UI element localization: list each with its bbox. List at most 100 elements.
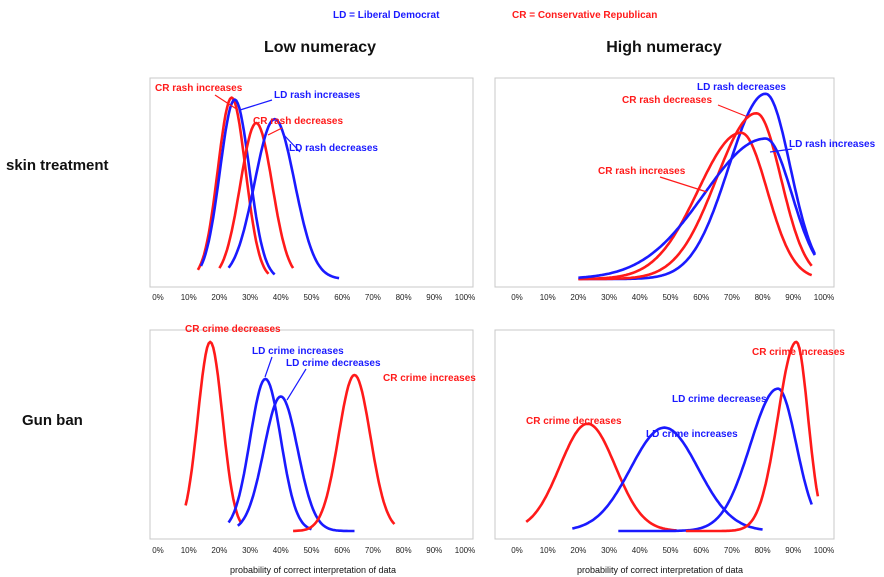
annotation-leader — [264, 356, 273, 378]
x-tick-label: 40% — [273, 546, 289, 555]
x-tick-label: 60% — [334, 293, 350, 302]
series-line — [685, 340, 820, 533]
x-tick-label: 70% — [724, 293, 740, 302]
series-line — [199, 98, 276, 276]
series-annotation: CR crime increases — [752, 347, 845, 358]
series-annotation: LD rash decreases — [697, 82, 786, 93]
x-tick-label: 20% — [570, 293, 586, 302]
x-axis-label-right: probability of correct interpretation of… — [577, 565, 743, 575]
x-tick-label: 0% — [152, 293, 164, 302]
x-tick-label: 30% — [601, 546, 617, 555]
annotation-leader — [282, 133, 301, 153]
series-line — [572, 426, 763, 531]
annotation-leader — [769, 148, 793, 153]
series-annotation: LD rash increases — [274, 90, 361, 101]
series-line — [618, 387, 813, 533]
x-tick-label: 30% — [242, 293, 258, 302]
chart-panel: 0% 10% 20% 30% 40% 50% 60% 70% 80% 90% 100% LD rash… — [494, 77, 876, 302]
x-tick-label: 20% — [570, 546, 586, 555]
series-annotation: CR crime decreases — [185, 324, 281, 335]
x-tick-label: 80% — [755, 293, 771, 302]
x-tick-label: 30% — [242, 546, 258, 555]
series-annotation: CR rash decreases — [622, 95, 712, 106]
row-label-skin-treatment: skin treatment — [6, 157, 109, 174]
x-tick-label: 90% — [426, 293, 442, 302]
series-line — [578, 131, 813, 281]
x-tick-label: 80% — [396, 293, 412, 302]
series-line — [578, 92, 816, 281]
series-annotation: LD crime decreases — [286, 358, 381, 369]
x-tick-label: 80% — [396, 546, 412, 555]
x-tick-label: 80% — [755, 546, 771, 555]
series-line — [293, 373, 396, 533]
series-annotation: CR rash increases — [155, 83, 243, 94]
legend-cr: CR = Conservative Republican — [512, 10, 657, 21]
series-line — [184, 340, 243, 524]
panel-frame — [494, 77, 835, 288]
x-tick-label: 60% — [693, 546, 709, 555]
x-tick-label: 70% — [724, 546, 740, 555]
chart-panels: 0% 10% 20% 30% 40% 50% 60% 70% 80% 90% 100% CR rash… — [149, 77, 876, 555]
x-tick-label: 90% — [426, 546, 442, 555]
column-title-high-numeracy: High numeracy — [606, 39, 722, 56]
x-tick-label: 90% — [785, 546, 801, 555]
x-tick-label: 20% — [211, 293, 227, 302]
series-line — [236, 395, 355, 533]
x-axis-label-left: probability of correct interpretation of… — [230, 565, 396, 575]
x-tick-label: 100% — [455, 546, 475, 555]
x-tick-label: 10% — [540, 293, 556, 302]
panel-frame — [149, 77, 474, 288]
series-annotation: CR crime decreases — [526, 416, 622, 427]
x-tick-label: 50% — [662, 546, 678, 555]
series-line — [578, 112, 813, 281]
x-tick-label: 50% — [662, 293, 678, 302]
annotation-leader — [717, 104, 749, 118]
x-tick-label: 70% — [365, 546, 381, 555]
x-tick-label: 10% — [540, 546, 556, 555]
series-annotation: LD rash decreases — [289, 143, 378, 154]
x-tick-label: 60% — [693, 293, 709, 302]
annotation-leader — [267, 127, 283, 136]
panel-frame — [494, 329, 835, 540]
x-tick-label: 100% — [814, 546, 834, 555]
series-line — [227, 377, 312, 531]
column-title-low-numeracy: Low numeracy — [264, 39, 376, 56]
annotation-leader — [286, 368, 307, 401]
x-tick-label: 100% — [455, 293, 475, 302]
annotation-leader — [239, 99, 273, 111]
row-label-gun-ban: Gun ban — [22, 412, 83, 429]
series-annotation: LD crime increases — [646, 429, 738, 440]
x-tick-label: 0% — [511, 546, 523, 555]
annotation-leader — [214, 94, 239, 111]
x-tick-label: 0% — [152, 546, 164, 555]
series-annotation: CR crime increases — [383, 373, 476, 384]
x-tick-label: 20% — [211, 546, 227, 555]
annotation-leader — [659, 176, 708, 193]
chart-panel: 0% 10% 20% 30% 40% 50% 60% 70% 80% 90% 100% CR rash… — [149, 77, 475, 302]
panel-frame — [149, 329, 474, 540]
x-tick-label: 10% — [181, 546, 197, 555]
x-tick-label: 60% — [334, 546, 350, 555]
x-tick-label: 50% — [303, 546, 319, 555]
series-line — [218, 121, 295, 269]
x-tick-label: 90% — [785, 293, 801, 302]
x-tick-label: 40% — [632, 293, 648, 302]
series-line — [578, 137, 816, 279]
x-tick-label: 50% — [303, 293, 319, 302]
x-tick-label: 40% — [632, 546, 648, 555]
legend-ld: LD = Liberal Democrat — [333, 10, 440, 21]
series-annotation: LD crime decreases — [672, 394, 767, 405]
x-tick-label: 100% — [814, 293, 834, 302]
series-annotation: LD rash increases — [789, 139, 876, 150]
x-tick-label: 0% — [511, 293, 523, 302]
chart-panel: 0% 10% 20% 30% 40% 50% 60% 70% 80% 90% 100% CR crim… — [494, 329, 845, 555]
series-annotation: CR rash decreases — [253, 116, 343, 127]
x-tick-label: 40% — [273, 293, 289, 302]
chart-panel: 0% 10% 20% 30% 40% 50% 60% 70% 80% 90% 100% CR crim… — [149, 324, 476, 555]
series-annotation: LD crime increases — [252, 346, 344, 357]
series-line — [525, 422, 677, 532]
x-tick-label: 30% — [601, 293, 617, 302]
series-annotation: CR rash increases — [598, 166, 686, 177]
x-tick-label: 10% — [181, 293, 197, 302]
